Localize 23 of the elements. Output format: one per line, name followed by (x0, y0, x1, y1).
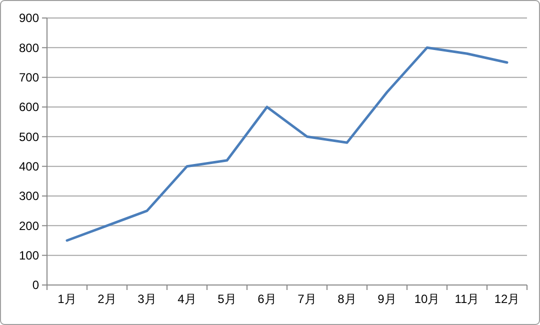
x-tick-label: 9月 (378, 292, 396, 306)
x-tick-label: 11月 (454, 292, 480, 306)
y-tick-label: 300 (18, 189, 40, 204)
y-tick-label: 100 (18, 248, 40, 263)
x-tick-label: 6月 (258, 292, 276, 306)
x-tick-label: 2月 (98, 292, 116, 306)
y-tick-label: 200 (18, 218, 40, 233)
y-tick-label: 400 (18, 160, 40, 174)
y-tick-label: 700 (18, 70, 40, 85)
x-tick-label: 10月 (414, 292, 440, 306)
y-tick-label: 600 (18, 100, 40, 114)
y-tick-label: 900 (18, 11, 40, 26)
y-tick-label: 0 (32, 278, 40, 292)
x-tick-label: 4月 (178, 292, 196, 306)
x-tick-label: 12月 (494, 292, 520, 306)
x-tick-label: 3月 (138, 292, 156, 306)
x-tick-label: 7月 (298, 292, 316, 306)
x-tick-label: 8月 (338, 292, 356, 306)
y-tick-label: 800 (18, 40, 40, 55)
x-tick-label: 1月 (58, 292, 76, 306)
y-tick-label: 500 (18, 130, 40, 144)
line-series (66, 46, 508, 242)
x-tick-label: 5月 (218, 292, 236, 306)
